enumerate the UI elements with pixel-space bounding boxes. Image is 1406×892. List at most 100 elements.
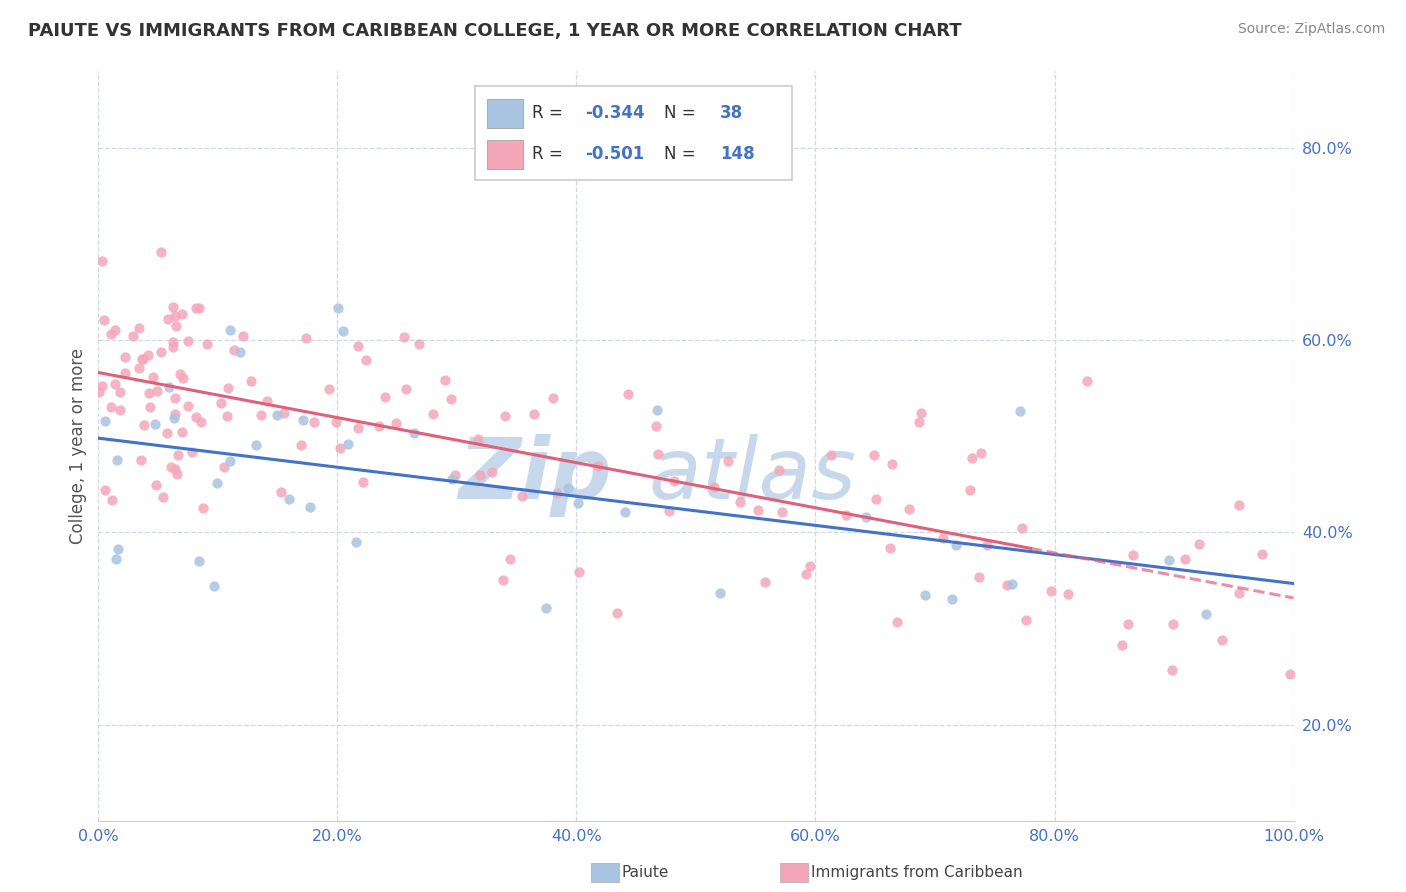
Text: -0.501: -0.501 [585, 145, 644, 162]
Point [494, 409, 516, 424]
Point [138, 385, 160, 400]
Point [970, 445, 993, 459]
Point [104, 377, 127, 392]
Point [374, 390, 396, 404]
Point [163, 407, 186, 421]
Point [110, 385, 132, 400]
Point [976, 538, 998, 552]
Point [499, 552, 522, 566]
Point [114, 350, 136, 364]
Point [546, 486, 568, 500]
Point [191, 500, 214, 515]
Point [250, 408, 273, 422]
Point [163, 310, 186, 324]
Point [163, 391, 186, 405]
Point [138, 348, 160, 362]
Point [100, 327, 122, 342]
Point [93, 312, 115, 326]
Point [91, 379, 114, 393]
Point [960, 450, 983, 465]
Point [586, 459, 609, 474]
Point [481, 465, 503, 479]
Point [408, 337, 430, 351]
Point [1227, 498, 1250, 512]
Point [105, 453, 128, 467]
Point [941, 592, 963, 607]
Point [224, 343, 246, 358]
Point [799, 558, 821, 573]
Point [195, 337, 218, 351]
FancyBboxPatch shape [475, 87, 792, 180]
Point [184, 301, 207, 316]
Point [728, 495, 751, 509]
Point [169, 367, 191, 381]
Point [166, 449, 188, 463]
Point [367, 419, 389, 434]
Point [94, 483, 117, 497]
Point [131, 351, 153, 366]
Point [240, 374, 263, 388]
Point [880, 457, 903, 471]
Point [101, 493, 124, 508]
Point [995, 578, 1018, 592]
Point [820, 448, 842, 462]
Point [440, 392, 463, 407]
Point [177, 400, 200, 414]
Text: R =: R = [533, 145, 568, 162]
Point [441, 472, 464, 486]
Point [1159, 553, 1181, 567]
Point [1251, 547, 1274, 561]
Point [616, 386, 638, 401]
Point [162, 301, 184, 315]
Point [541, 392, 564, 406]
Point [298, 500, 321, 515]
Point [770, 505, 793, 519]
Point [90, 254, 112, 268]
Point [290, 438, 312, 452]
Point [434, 373, 457, 387]
Point [302, 415, 325, 429]
Point [139, 400, 162, 414]
Point [87, 384, 110, 399]
Point [384, 416, 406, 430]
Point [886, 615, 908, 630]
Point [332, 325, 354, 339]
Point [945, 538, 967, 552]
Point [1174, 552, 1197, 566]
Point [1001, 577, 1024, 591]
Point [747, 503, 769, 517]
Point [796, 567, 818, 582]
Point [187, 554, 209, 568]
Point [1227, 585, 1250, 599]
Point [217, 409, 239, 423]
Point [352, 475, 374, 490]
Point [165, 318, 187, 333]
Point [163, 411, 186, 425]
Point [163, 462, 186, 476]
Text: atlas: atlas [648, 434, 856, 517]
Point [910, 406, 932, 420]
Point [647, 446, 669, 460]
Point [402, 426, 425, 441]
Point [128, 320, 150, 334]
Point [717, 454, 740, 468]
Point [347, 339, 370, 353]
Point [662, 475, 685, 489]
Point [337, 436, 360, 450]
Point [94, 414, 117, 428]
Point [879, 541, 901, 556]
Point [180, 445, 202, 459]
Point [143, 417, 166, 431]
Point [422, 408, 444, 422]
Point [207, 476, 229, 491]
Point [897, 502, 920, 516]
Point [160, 460, 183, 475]
Point [467, 432, 489, 446]
Point [114, 366, 136, 380]
Point [142, 370, 165, 384]
Point [1015, 614, 1038, 628]
Point [645, 403, 668, 417]
Point [217, 381, 239, 395]
Point [100, 401, 122, 415]
Point [172, 307, 194, 321]
